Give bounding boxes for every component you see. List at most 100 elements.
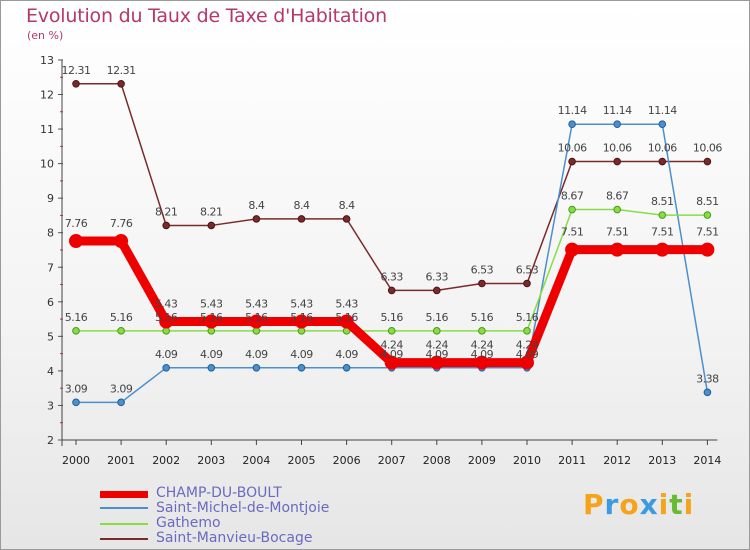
data-point-saint-michel-de-montjoie xyxy=(613,120,622,129)
data-point-champ-du-boult xyxy=(700,242,715,257)
x-tick-label: 2008 xyxy=(423,454,451,467)
data-label-saint-manvieu-bocage: 12.31 xyxy=(107,64,136,77)
data-point-gathemo xyxy=(252,327,261,335)
legend-label-saint-michel-de-montjoie: Saint-Michel-de-Montjoie xyxy=(156,500,330,516)
data-label-champ-du-boult: 5.43 xyxy=(155,297,178,310)
data-label-saint-manvieu-bocage: 10.06 xyxy=(648,142,677,155)
data-point-champ-du-boult xyxy=(114,233,129,248)
data-point-champ-du-boult xyxy=(69,233,83,248)
data-point-saint-michel-de-montjoie xyxy=(162,363,170,372)
data-label-champ-du-boult: 5.43 xyxy=(200,297,223,310)
y-tick-label: 3 xyxy=(47,399,54,412)
data-point-saint-michel-de-montjoie xyxy=(568,120,576,129)
data-point-champ-du-boult xyxy=(520,355,534,370)
data-point-saint-manvieu-bocage xyxy=(342,215,351,223)
data-point-champ-du-boult xyxy=(384,355,399,370)
y-tick-label: 10 xyxy=(40,158,54,171)
x-tick-label: 2004 xyxy=(242,454,270,467)
data-point-saint-manvieu-bocage xyxy=(658,157,667,166)
data-point-saint-michel-de-montjoie xyxy=(703,388,712,397)
data-label-saint-michel-de-montjoie: 4.09 xyxy=(380,348,403,361)
data-point-gathemo xyxy=(568,205,576,214)
data-point-gathemo xyxy=(117,327,125,335)
data-label-champ-du-boult: 5.43 xyxy=(290,297,313,310)
data-label-champ-du-boult: 4.24 xyxy=(516,339,539,352)
data-point-gathemo xyxy=(433,327,441,335)
data-point-champ-du-boult xyxy=(159,314,174,329)
logo-letter: i xyxy=(683,488,695,521)
data-point-gathemo xyxy=(387,327,396,335)
data-label-saint-michel-de-montjoie: 11.14 xyxy=(603,104,632,117)
logo-letter: i xyxy=(658,488,670,521)
data-label-gathemo: 5.16 xyxy=(471,311,494,324)
data-label-champ-du-boult: 7.76 xyxy=(110,217,133,230)
data-point-saint-michel-de-montjoie xyxy=(342,363,351,372)
data-label-champ-du-boult: 5.43 xyxy=(335,297,358,310)
data-label-saint-michel-de-montjoie: 4.09 xyxy=(516,348,539,361)
x-tick-label: 2012 xyxy=(603,454,631,467)
logo-letter: x xyxy=(639,488,659,521)
data-label-gathemo: 5.16 xyxy=(110,311,133,324)
x-tick-label: 2007 xyxy=(378,454,406,467)
data-point-champ-du-boult xyxy=(565,242,580,257)
data-point-saint-manvieu-bocage xyxy=(387,286,396,295)
data-point-gathemo xyxy=(207,327,216,335)
data-point-gathemo xyxy=(523,327,531,335)
data-point-gathemo xyxy=(162,327,170,335)
data-label-saint-michel-de-montjoie: 4.09 xyxy=(245,348,268,361)
data-point-saint-michel-de-montjoie xyxy=(297,363,306,372)
data-label-saint-manvieu-bocage: 12.31 xyxy=(62,64,91,77)
axes: 2 3 4 5 6 7 8 9 10 11 12 13 2000 2001 2002 2003 2004 2005… xyxy=(40,54,721,467)
data-label-gathemo: 5.16 xyxy=(516,311,539,324)
x-tick-label: 2000 xyxy=(62,454,90,467)
legend-swatch-saint-manvieu-bocage xyxy=(100,538,148,540)
proxiti-logo: Proxiti xyxy=(583,488,694,521)
data-label-champ-du-boult: 7.51 xyxy=(651,226,674,239)
data-label-gathemo: 8.67 xyxy=(561,190,584,203)
data-label-saint-manvieu-bocage: 6.33 xyxy=(380,270,403,283)
data-point-gathemo xyxy=(703,211,712,219)
data-label-champ-du-boult: 7.51 xyxy=(696,226,719,239)
data-label-saint-manvieu-bocage: 8.21 xyxy=(200,205,223,218)
y-tick-label: 8 xyxy=(47,227,54,240)
data-point-saint-michel-de-montjoie xyxy=(117,398,125,407)
data-label-gathemo: 5.16 xyxy=(335,311,358,324)
data-label-saint-michel-de-montjoie: 4.09 xyxy=(200,348,223,361)
data-point-saint-manvieu-bocage xyxy=(523,279,531,288)
data-point-saint-manvieu-bocage xyxy=(252,215,261,223)
x-tick-label: 2006 xyxy=(333,454,361,467)
x-tick-label: 2005 xyxy=(288,454,316,467)
logo-letter: P xyxy=(583,488,605,521)
data-label-gathemo: 5.16 xyxy=(245,311,268,324)
data-label-saint-manvieu-bocage: 6.53 xyxy=(516,263,539,276)
y-tick-label: 2 xyxy=(47,434,54,447)
chart-title: Evolution du Taux de Taxe d'Habitation xyxy=(26,5,387,27)
data-point-saint-manvieu-bocage xyxy=(117,79,125,88)
logo-letter: t xyxy=(669,488,684,521)
data-label-saint-manvieu-bocage: 8.4 xyxy=(339,199,355,212)
data-label-gathemo: 8.51 xyxy=(651,195,674,208)
y-tick-label: 11 xyxy=(40,123,54,136)
x-tick-label: 2014 xyxy=(693,454,721,467)
data-point-saint-manvieu-bocage xyxy=(703,157,712,166)
legend-label-champ-du-boult: CHAMP-DU-BOULT xyxy=(156,485,282,501)
data-point-champ-du-boult xyxy=(294,314,309,329)
data-label-champ-du-boult: 7.51 xyxy=(606,226,629,239)
legend-label-gathemo: Gathemo xyxy=(156,515,221,531)
logo-letter: o xyxy=(619,488,640,521)
x-tick-label: 2003 xyxy=(197,454,225,467)
data-label-champ-du-boult: 4.24 xyxy=(471,339,494,352)
data-label-gathemo: 8.67 xyxy=(606,190,629,203)
y-tick-label: 5 xyxy=(47,330,54,343)
data-point-gathemo xyxy=(658,211,667,219)
data-point-champ-du-boult xyxy=(610,242,625,257)
data-label-gathemo: 5.16 xyxy=(290,311,313,324)
data-label-saint-michel-de-montjoie: 3.09 xyxy=(65,382,88,395)
data-point-saint-michel-de-montjoie xyxy=(252,363,261,372)
y-tick-label: 13 xyxy=(40,54,54,67)
data-point-saint-manvieu-bocage xyxy=(162,221,170,230)
data-label-champ-du-boult: 4.24 xyxy=(380,339,403,352)
y-tick-label: 7 xyxy=(47,261,54,274)
x-tick-label: 2002 xyxy=(152,454,180,467)
